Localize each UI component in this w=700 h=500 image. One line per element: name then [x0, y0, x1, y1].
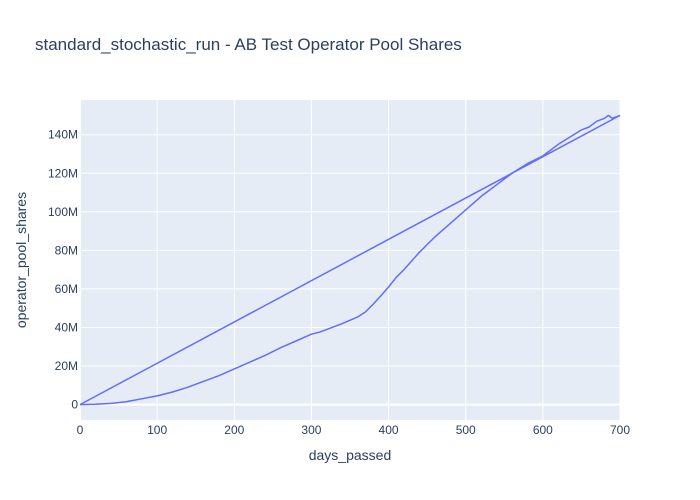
- y-tick-label: 20M: [55, 359, 78, 373]
- y-axis-ticks: 0 20M 40M 60M 80M 100M 120M 140M: [48, 128, 78, 412]
- series-line-2: [79, 114, 621, 406]
- y-axis-title: operator_pool_shares: [13, 192, 29, 328]
- series-line-1: [79, 114, 621, 406]
- x-tick-label: 500: [456, 423, 476, 437]
- y-tick-label: 60M: [55, 282, 78, 296]
- x-tick-label: 400: [379, 423, 399, 437]
- x-tick-label: 300: [301, 423, 321, 437]
- x-tick-label: 700: [610, 423, 630, 437]
- y-tick-label: 120M: [48, 166, 78, 180]
- x-axis-title: days_passed: [309, 447, 392, 463]
- grid-lines: [79, 100, 621, 420]
- series-group: [79, 114, 621, 406]
- x-tick-label: 0: [77, 423, 84, 437]
- chart-title: standard_stochastic_run - AB Test Operat…: [35, 35, 462, 54]
- y-tick-label: 80M: [55, 243, 78, 257]
- y-tick-label: 140M: [48, 128, 78, 142]
- x-tick-label: 100: [147, 423, 167, 437]
- y-tick-label: 40M: [55, 320, 78, 334]
- x-tick-label: 600: [533, 423, 553, 437]
- y-tick-label: 0: [71, 398, 78, 412]
- x-tick-label: 200: [224, 423, 244, 437]
- y-tick-label: 100M: [48, 205, 78, 219]
- x-axis-ticks: 0 100 200 300 400 500 600 700: [77, 423, 631, 437]
